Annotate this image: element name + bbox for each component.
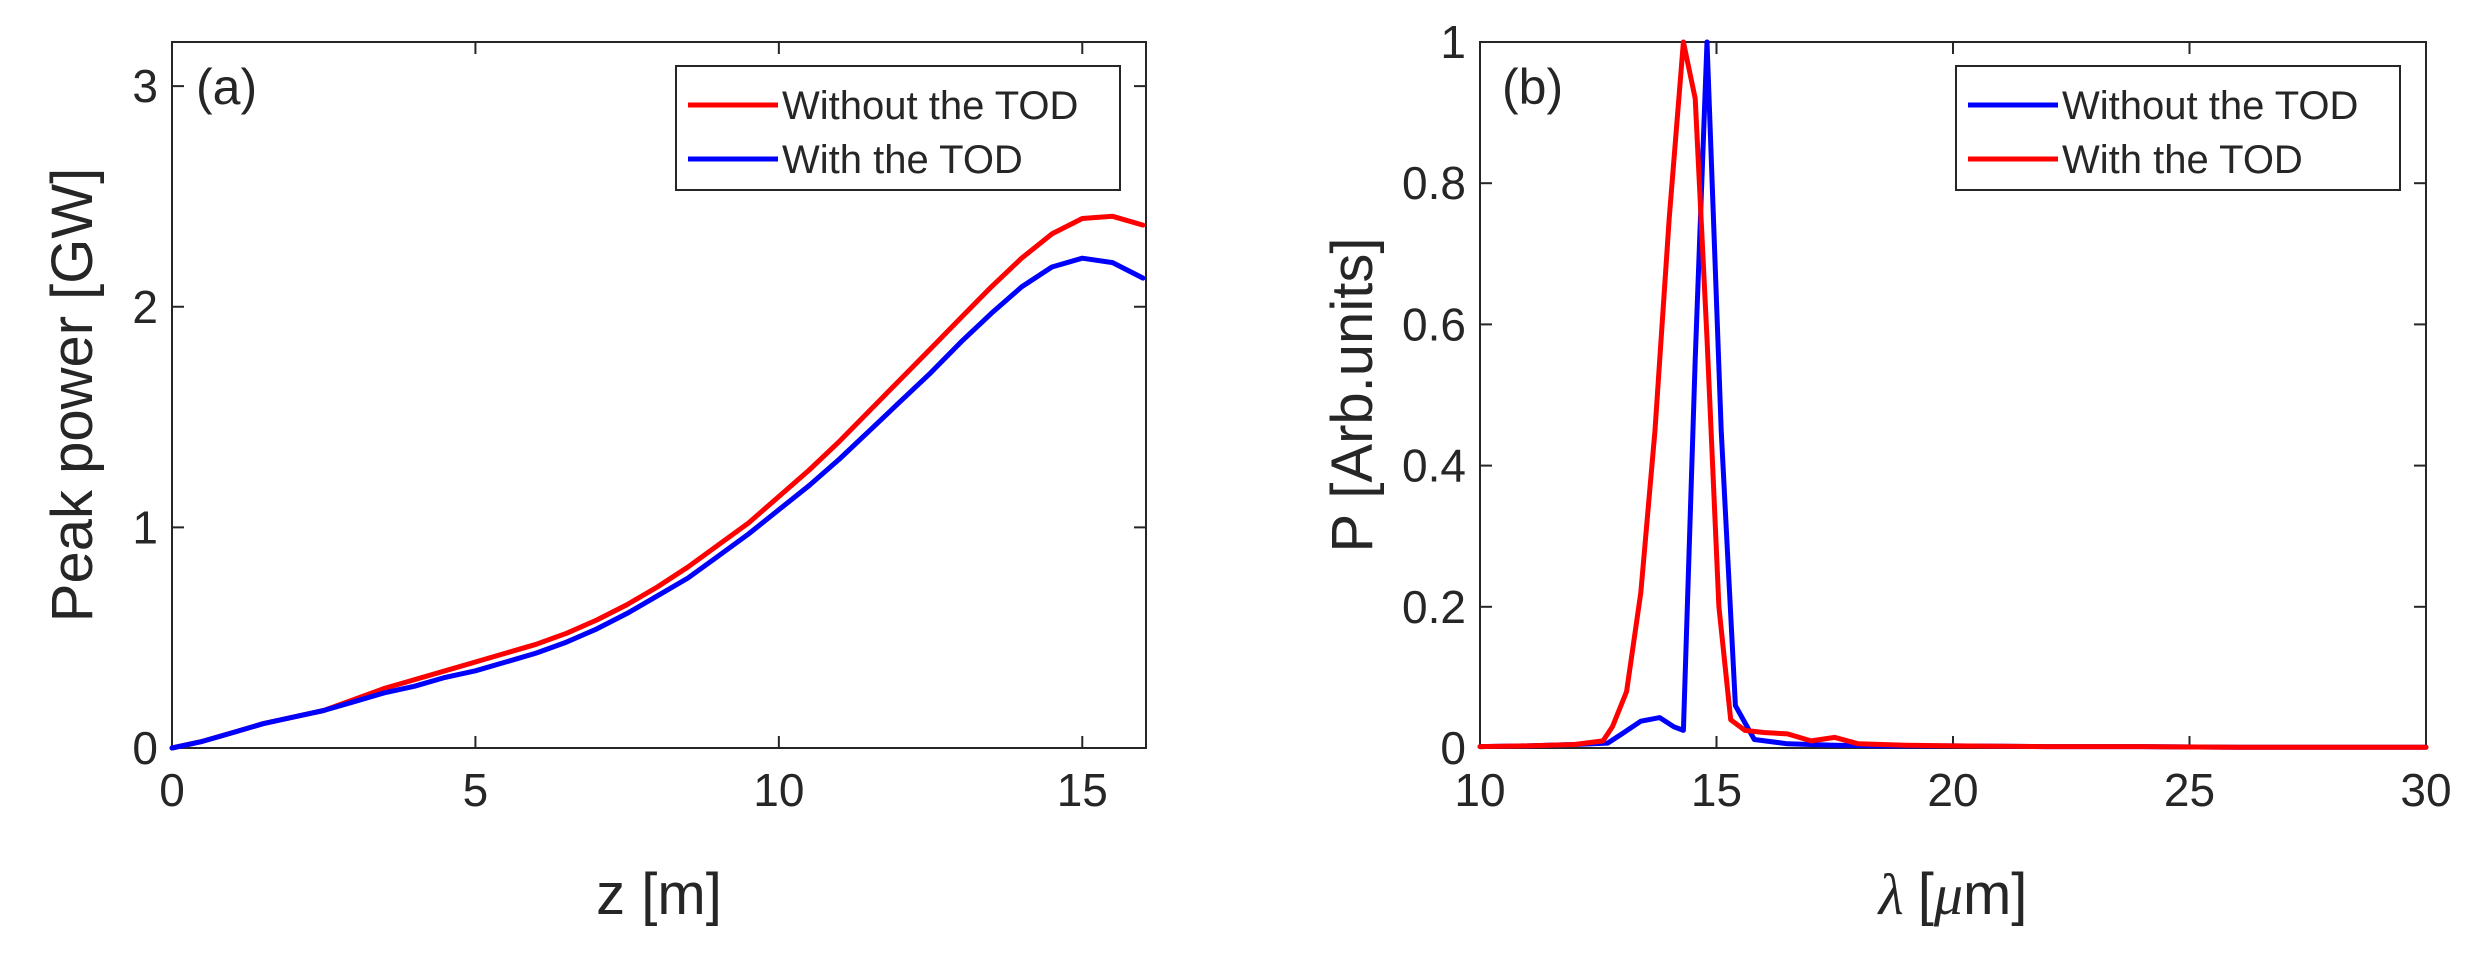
panel-a-y-tick-label-0: 0 [132,722,158,774]
panel-a-y-tick-label-2: 2 [132,281,158,333]
panel-a-y-tick-label-3: 3 [132,60,158,112]
panel-a-peak-power-chart: 0 5 10 15 0 1 2 3 (a) z [m] Peak power [GW] Wit… [40,41,1147,927]
panel-b-tick-labels: 10 15 20 25 30 0 0.2 0.4 0.6 0.8 1 [1402,16,2452,816]
panel-b-x-tick-label-2: 20 [1927,764,1978,816]
panel-a-legend-label-without-tod: Without the TOD [782,84,1078,128]
x-axis-unit-open: [ [1918,862,1934,927]
panel-b-y-tick-label-1: 0.2 [1402,581,1466,633]
panel-a-tick-labels: 0 5 10 15 0 1 2 3 [132,60,1107,816]
panel-b-y-tick-label-5: 1 [1440,16,1466,68]
panel-b-x-tick-label-1: 15 [1691,764,1742,816]
panel-a-x-tick-label-0: 0 [159,764,185,816]
panel-a-axes-box [171,41,1147,749]
panel-b-x-tick-label-4: 30 [2400,764,2451,816]
panel-b-series [1477,39,2429,750]
x-axis-lambda-symbol: λ [1877,862,1904,927]
panel-a-legend-box [675,65,1121,191]
panel-b-x-tick-label-3: 25 [2164,764,2215,816]
panel-b-y-tick-label-2: 0.4 [1402,440,1466,492]
panel-a-series-line-without-the-tod [169,213,1146,751]
x-axis-unit-mu: μ [1933,862,1963,927]
panel-a-x-tick-label-1: 5 [463,764,489,816]
panel-b-legend: Without the TOD With the TOD [1955,65,2401,191]
panel-b-y-tick-label-3: 0.6 [1402,298,1466,350]
panel-b-x-axis-label: λ [μm] [1877,862,2028,927]
panel-b-legend-box [1955,65,2401,191]
panel-b-spectrum-chart: 10 15 20 25 30 0 0.2 0.4 0.6 0.8 1 (b) λ [μm] P [Ar… [1320,16,2452,927]
panel-a-y-axis-label: Peak power [GW] [40,168,105,622]
panel-a-legend: Without the TOD With the TOD [675,65,1121,191]
panel-a-y-tick-label-1: 1 [132,501,158,553]
panel-a-x-tick-label-2: 10 [753,764,804,816]
panel-a-x-tick-label-3: 15 [1057,764,1108,816]
panel-a-series [169,213,1146,751]
panel-b-y-tick-label-4: 0.8 [1402,157,1466,209]
panel-b-label: (b) [1502,59,1563,115]
panel-b-legend-label-without-tod: Without the TOD [2062,84,2358,128]
panel-a-series-line-with-the-tod [169,255,1146,751]
panel-a-x-axis-label: z [m] [596,862,722,927]
panel-b-x-tick-label-0: 10 [1454,764,1505,816]
panel-b-series-line-with-the-tod [1477,39,2429,750]
panel-b-y-axis-label: P [Arb.units] [1320,238,1385,553]
panel-b-legend-label-with-tod: With the TOD [2062,138,2303,182]
panel-a-legend-label-with-tod: With the TOD [782,138,1023,182]
panel-b-y-tick-label-0: 0 [1440,722,1466,774]
x-axis-unit-close: m] [1963,862,2027,927]
panel-a-label: (a) [196,59,257,115]
